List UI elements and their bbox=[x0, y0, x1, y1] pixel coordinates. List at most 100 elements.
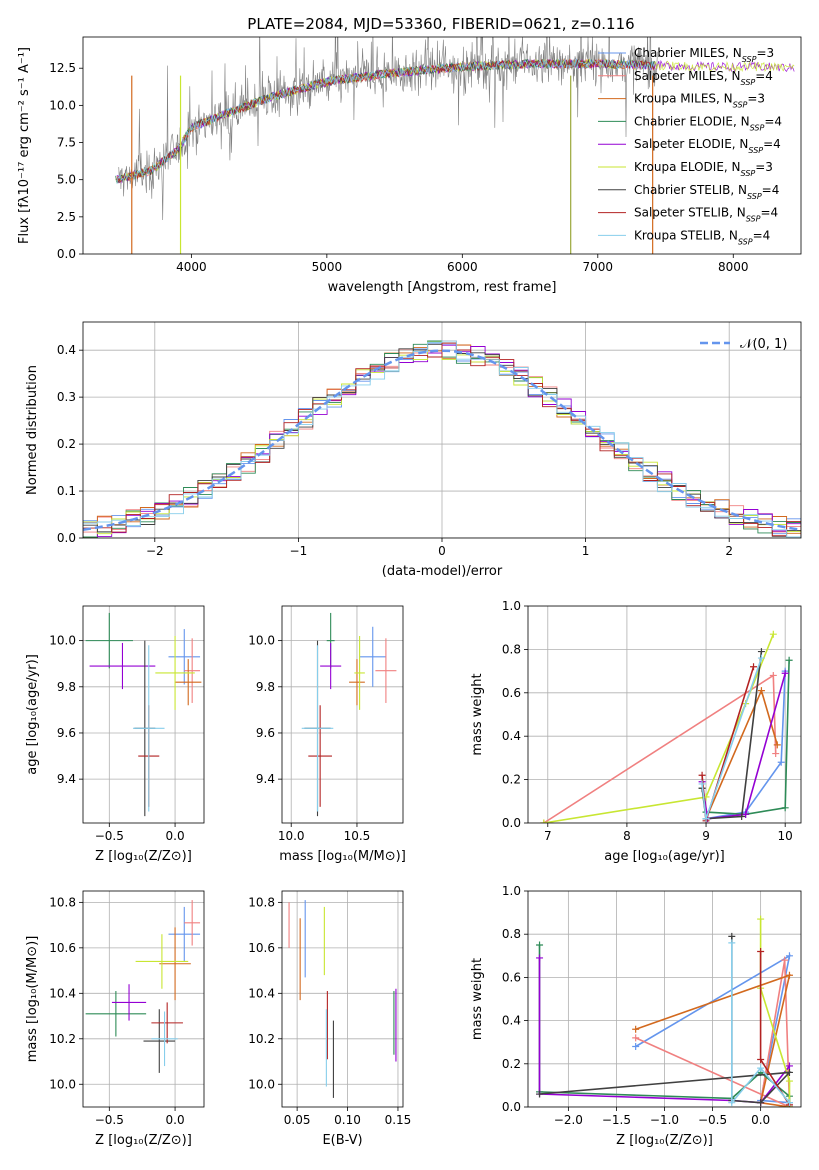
weight-marker-7-2 bbox=[750, 663, 758, 671]
axes-frame bbox=[82, 321, 802, 539]
weight-line-0 bbox=[635, 954, 791, 1104]
x-tick-label: −1.5 bbox=[602, 1113, 631, 1127]
axes-frame bbox=[82, 890, 205, 1108]
y-axis-label: age [log₁₀(age/yr)] bbox=[25, 654, 40, 775]
figure-title: PLATE=2084, MJD=53360, FIBERID=0621, z=0… bbox=[247, 15, 634, 33]
weight-marker-2-1 bbox=[757, 687, 765, 695]
x-axis-label: Z [log₁₀(Z/Z⊙)] bbox=[95, 849, 192, 864]
x-tick-label: 7 bbox=[544, 829, 552, 843]
plot-area bbox=[282, 606, 403, 823]
y-tick-label: 0.0 bbox=[502, 816, 521, 830]
y-tick-label: 10.6 bbox=[248, 941, 275, 955]
y-tick-label: 12.5 bbox=[49, 61, 76, 75]
plot-area bbox=[83, 322, 801, 538]
y-axis-label: mass weight bbox=[470, 673, 485, 755]
plot-area bbox=[282, 891, 403, 1107]
x-tick-label: 9 bbox=[702, 829, 710, 843]
x-tick-label: 0.05 bbox=[284, 1113, 311, 1127]
y-tick-label: 10.2 bbox=[248, 1032, 275, 1046]
x-axis-label: age [log₁₀(age/yr)] bbox=[604, 849, 725, 864]
observed-spectrum-line bbox=[118, 37, 658, 221]
y-tick-label: 7.5 bbox=[57, 136, 76, 150]
model-line-7 bbox=[116, 58, 655, 182]
y-tick-label: 0.2 bbox=[502, 773, 521, 787]
x-tick-label: 0 bbox=[438, 544, 446, 558]
y-tick-label: 5.0 bbox=[57, 173, 76, 187]
y-tick-label: 1.0 bbox=[502, 884, 521, 898]
y-tick-label: 10.6 bbox=[49, 941, 76, 955]
x-tick-label: 0.15 bbox=[385, 1113, 412, 1127]
y-tick-label: 0.2 bbox=[502, 1057, 521, 1071]
x-axis-label: E(B-V) bbox=[322, 1133, 362, 1148]
y-tick-label: 9.6 bbox=[57, 726, 76, 740]
weight-marker-4-3 bbox=[781, 669, 789, 677]
legend-label-2: Kroupa MILES, NSSP=3 bbox=[634, 92, 765, 110]
plot-area bbox=[83, 891, 204, 1107]
x-tick-label: 0.0 bbox=[751, 1113, 770, 1127]
weight-marker-6-4 bbox=[536, 1090, 544, 1098]
x-tick-label: 8 bbox=[623, 829, 631, 843]
weight-marker-1-2 bbox=[781, 956, 789, 964]
y-tick-label: 9.8 bbox=[57, 680, 76, 694]
model-line-8 bbox=[116, 58, 655, 185]
y-tick-label: 9.8 bbox=[256, 680, 275, 694]
weight-marker-8-1 bbox=[728, 1099, 736, 1107]
y-tick-label: 10.2 bbox=[49, 1032, 76, 1046]
weight-marker-8-0 bbox=[698, 780, 706, 788]
weight-marker-5-0 bbox=[757, 915, 765, 923]
weight-line-0 bbox=[705, 671, 786, 820]
weight-marker-7-0 bbox=[698, 771, 706, 779]
legend-label-6: Chabrier STELIB, NSSP=4 bbox=[634, 183, 779, 201]
weight-marker-6-3 bbox=[785, 1068, 793, 1076]
plot-area bbox=[83, 606, 204, 823]
x-tick-label: 10.0 bbox=[278, 829, 305, 843]
x-tick-label: 0.10 bbox=[334, 1113, 361, 1127]
legend-label-7: Salpeter STELIB, NSSP=4 bbox=[634, 206, 778, 224]
weight-marker-3-4 bbox=[785, 656, 793, 664]
weight-marker-1-1 bbox=[769, 671, 777, 679]
panel-spectrum: 4000 5000 6000 7000 8000 0.0 2.5 5.0 7.5 10.0 12.5… bbox=[17, 36, 802, 295]
weight-line-8 bbox=[730, 942, 791, 1105]
weight-marker-4-4 bbox=[785, 1062, 793, 1070]
plot-area bbox=[528, 891, 801, 1107]
y-tick-label: 0.8 bbox=[502, 642, 521, 656]
weight-marker-5-3 bbox=[769, 630, 777, 638]
x-tick-label: −1.0 bbox=[650, 1113, 679, 1127]
panel-age-vs-mass: 10.0 10.5 9.4 9.6 9.8 10.0 mass [log₁₀(M/M⊙)] bbox=[248, 605, 406, 864]
y-axis-label: Flux [fλ10⁻¹⁷ erg cm⁻² s⁻¹ A⁻¹] bbox=[17, 47, 32, 244]
y-tick-label: 0.3 bbox=[57, 390, 76, 404]
y-tick-label: 0.4 bbox=[502, 1014, 521, 1028]
y-tick-label: 0.6 bbox=[502, 686, 521, 700]
legend-label-5: Kroupa ELODIE, NSSP=3 bbox=[634, 160, 773, 178]
y-tick-label: 0.2 bbox=[57, 437, 76, 451]
weight-marker-6-2 bbox=[757, 1099, 765, 1107]
legend-label-1: Salpeter MILES, NSSP=4 bbox=[634, 69, 773, 87]
x-tick-label: 0.0 bbox=[166, 1113, 185, 1127]
y-tick-label: 0.1 bbox=[57, 484, 76, 498]
weight-marker-0-2 bbox=[777, 758, 785, 766]
legend-label-8: Kroupa STELIB, NSSP=4 bbox=[634, 228, 770, 246]
weight-marker-5-0 bbox=[540, 819, 548, 823]
y-tick-label: 10.4 bbox=[248, 986, 275, 1000]
weight-marker-2-2 bbox=[773, 741, 781, 749]
weight-marker-2-0 bbox=[632, 1025, 640, 1033]
x-tick-label: 8000 bbox=[718, 260, 749, 274]
weight-marker-1-0 bbox=[632, 1034, 640, 1042]
model-line-5 bbox=[116, 58, 795, 183]
x-tick-label: 4000 bbox=[176, 260, 207, 274]
legend-label-3: Chabrier ELODIE, NSSP=4 bbox=[634, 114, 782, 131]
y-tick-label: 2.5 bbox=[57, 210, 76, 224]
legend-label-gaussian: 𝒩(0, 1) bbox=[740, 337, 787, 352]
x-tick-label: 2 bbox=[725, 544, 733, 558]
y-axis-label: Normed distribution bbox=[25, 365, 40, 495]
x-tick-label: 7000 bbox=[583, 260, 614, 274]
y-tick-label: 10.4 bbox=[49, 986, 76, 1000]
weight-line-1 bbox=[635, 959, 791, 1107]
y-tick-label: 10.8 bbox=[248, 895, 275, 909]
y-tick-label: 10.0 bbox=[49, 98, 76, 112]
panel-mass-weight-vs-Z: −2.0 −1.5 −1.0 −0.5 0.0 0.0 0.2 0.4 0.6 0.8 1.0 Z [… bbox=[470, 884, 802, 1148]
weight-marker-8-2 bbox=[757, 1064, 765, 1072]
weight-marker-8-1 bbox=[702, 815, 710, 823]
x-axis-label: (data-model)/error bbox=[382, 564, 503, 579]
axes-frame bbox=[82, 36, 802, 255]
